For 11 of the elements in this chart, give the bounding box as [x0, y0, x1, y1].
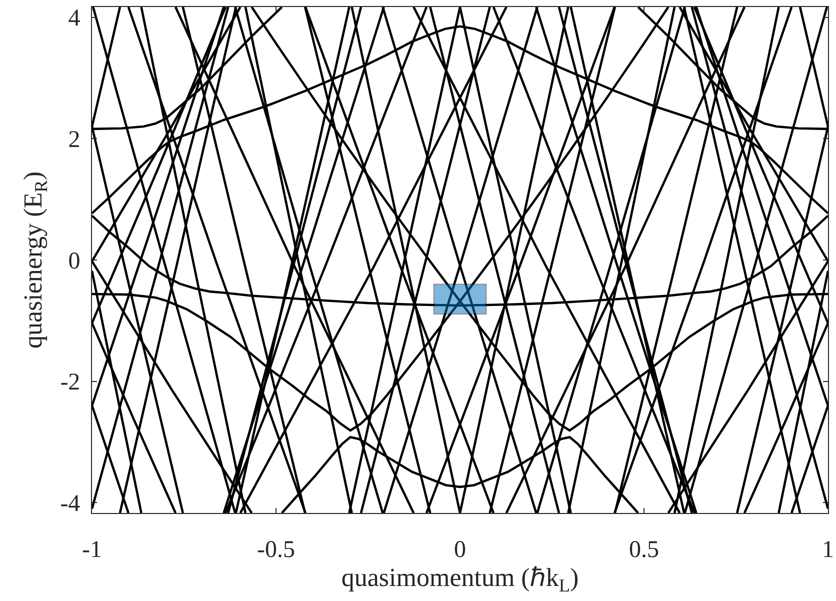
x-axis-title: quasimomentum (ℏk$_{L}$) — [341, 562, 579, 596]
x-tick-label: 1 — [822, 536, 834, 563]
y-tick-label: -4 — [60, 491, 80, 518]
y-tick-label: 4 — [68, 6, 80, 32]
y-tick-label: 0 — [68, 248, 80, 274]
y-tick-label: 2 — [68, 127, 80, 154]
x-tick-label: 0 — [454, 536, 466, 563]
y-tick-label: -2 — [60, 370, 80, 396]
x-tick-label: -0.5 — [257, 536, 295, 563]
x-tick-label: 0.5 — [629, 536, 659, 563]
x-tick-label: -1 — [82, 536, 102, 563]
